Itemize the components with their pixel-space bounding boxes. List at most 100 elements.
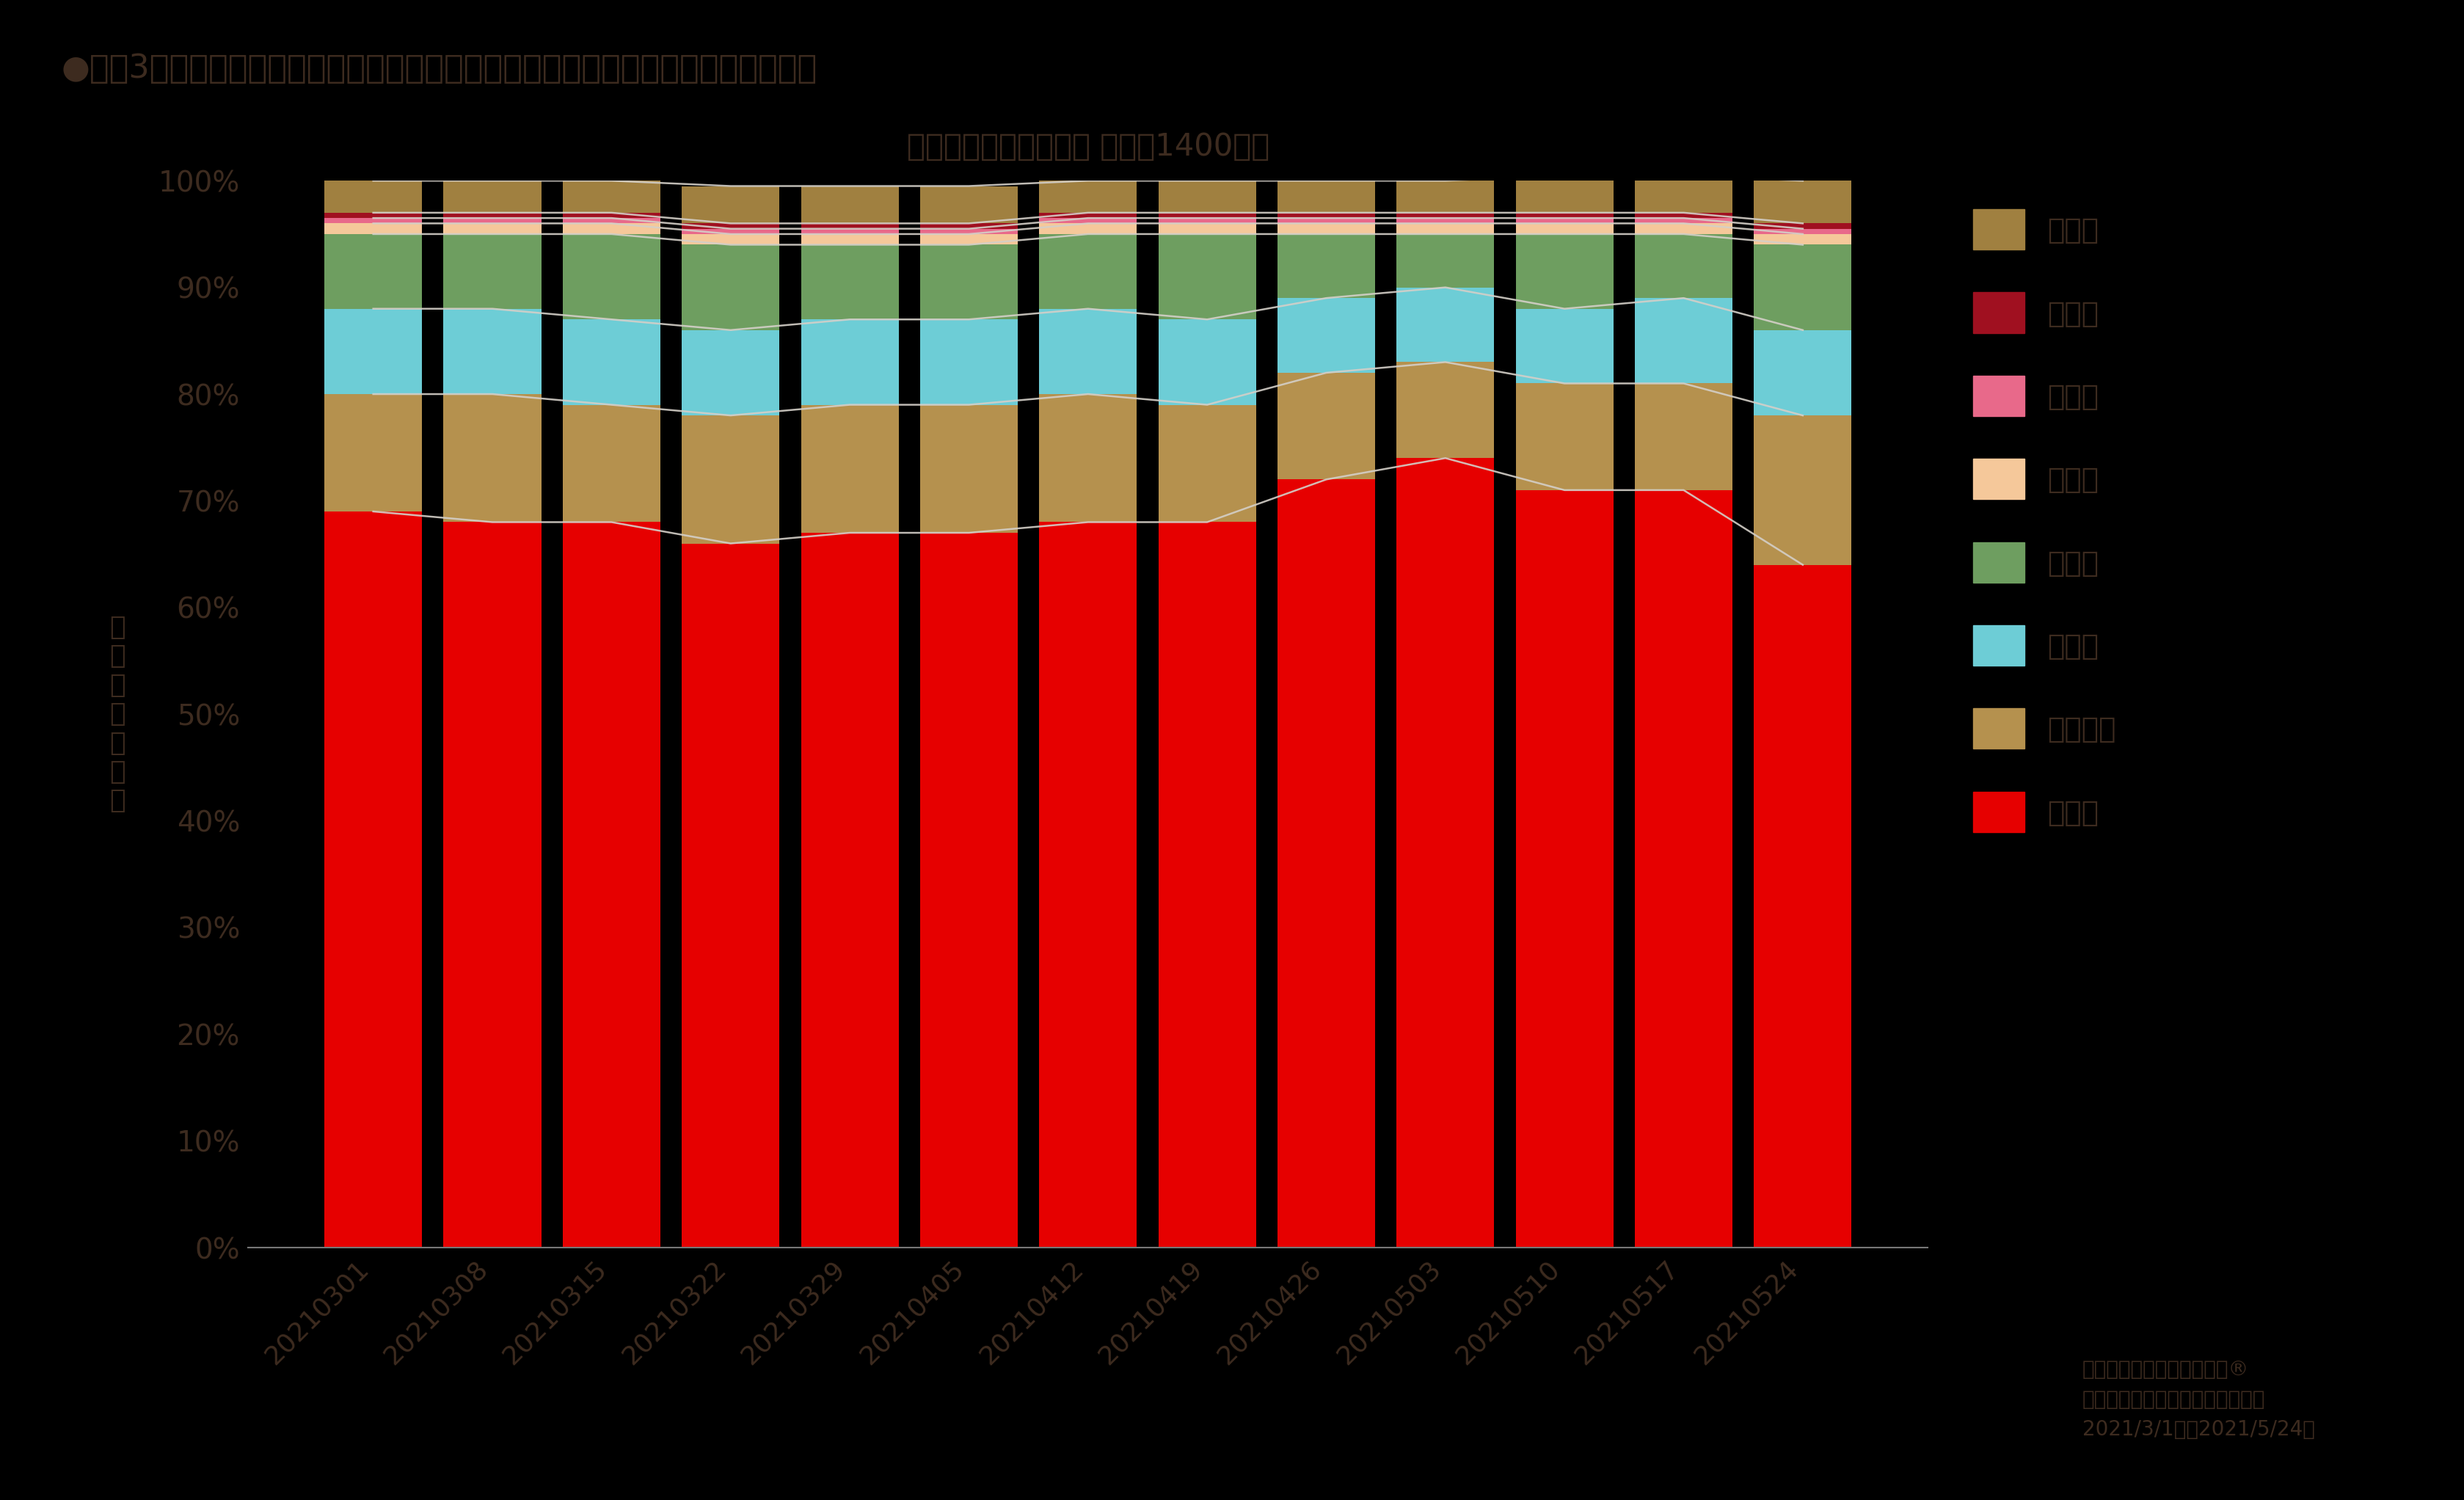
Bar	[683, 330, 779, 416]
Bar	[325, 213, 421, 218]
Bar	[1754, 224, 1850, 228]
Bar	[1158, 234, 1257, 320]
Bar	[1158, 218, 1257, 224]
Bar	[1040, 180, 1136, 213]
Bar	[1634, 234, 1732, 298]
Bar	[919, 405, 1018, 532]
Bar	[562, 180, 660, 213]
Bar	[444, 218, 542, 224]
Bar	[1040, 234, 1136, 309]
Bar	[1634, 218, 1732, 224]
Bar	[1040, 224, 1136, 234]
Bar	[444, 309, 542, 394]
Bar	[1754, 180, 1850, 224]
Bar	[562, 213, 660, 218]
Y-axis label: （
％
）
口
人
住
居: （ ％ ） 口 人 住 居	[108, 615, 126, 813]
Bar	[1515, 213, 1614, 218]
Bar	[1276, 224, 1375, 234]
Bar	[562, 405, 660, 522]
Bar	[919, 245, 1018, 320]
Bar	[1754, 234, 1850, 244]
Bar	[801, 234, 899, 244]
Bar	[325, 309, 421, 394]
Bar	[919, 532, 1018, 1248]
Bar	[1276, 180, 1375, 213]
Bar	[1158, 320, 1257, 405]
Bar	[1515, 234, 1614, 309]
Bar	[1397, 180, 1493, 213]
Bar	[1754, 330, 1850, 416]
Bar	[1397, 288, 1493, 362]
Bar	[1515, 218, 1614, 224]
Bar	[562, 522, 660, 1248]
Bar	[919, 224, 1018, 228]
Bar	[1515, 309, 1614, 384]
Bar	[919, 320, 1018, 405]
Bar	[444, 234, 542, 309]
Bar	[1634, 213, 1732, 218]
Bar	[1515, 491, 1614, 1248]
Bar	[1276, 213, 1375, 218]
Bar	[444, 213, 542, 218]
Bar	[562, 234, 660, 320]
Bar	[1634, 491, 1732, 1248]
Bar	[801, 245, 899, 320]
Bar	[325, 234, 421, 309]
Bar	[919, 228, 1018, 234]
Bar	[801, 224, 899, 228]
Bar	[801, 228, 899, 234]
Bar	[683, 416, 779, 543]
Bar	[801, 320, 899, 405]
Bar	[1754, 245, 1850, 330]
Bar	[1754, 416, 1850, 566]
Bar	[1634, 298, 1732, 384]
Bar	[1397, 362, 1493, 458]
Bar	[683, 228, 779, 234]
Bar	[325, 512, 421, 1248]
Bar	[1754, 228, 1850, 234]
Text: ●直近3ヶ月の休日　ヴィーナスフォート周辺（お台場）周辺人口居住地構成比推移: ●直近3ヶ月の休日 ヴィーナスフォート周辺（お台場）周辺人口居住地構成比推移	[62, 53, 818, 84]
Bar	[444, 394, 542, 522]
Bar	[1397, 218, 1493, 224]
Bar	[562, 224, 660, 234]
Bar	[1158, 522, 1257, 1248]
Bar	[683, 543, 779, 1248]
Bar	[1040, 218, 1136, 224]
Bar	[1158, 224, 1257, 234]
Bar	[444, 180, 542, 213]
Bar	[562, 320, 660, 405]
Bar	[1754, 566, 1850, 1248]
Bar	[1158, 213, 1257, 218]
Bar	[1515, 176, 1614, 213]
Bar	[325, 394, 421, 512]
Bar	[1040, 213, 1136, 218]
Legend: その他, 愛知県, 大阪府, 茨城県, 埼玉県, 千葉県, 神奈川県, 東京都: その他, 愛知県, 大阪府, 茨城県, 埼玉県, 千葉県, 神奈川県, 東京都	[1959, 195, 2131, 846]
Bar	[1397, 224, 1493, 234]
Bar	[1634, 384, 1732, 491]
Bar	[683, 234, 779, 244]
Bar	[919, 186, 1018, 224]
Bar	[1040, 522, 1136, 1248]
Bar	[1634, 176, 1732, 213]
Bar	[1040, 394, 1136, 522]
Bar	[1515, 224, 1614, 234]
Bar	[1276, 218, 1375, 224]
Bar	[1276, 234, 1375, 298]
Bar	[801, 532, 899, 1248]
Bar	[1276, 374, 1375, 480]
Bar	[1158, 405, 1257, 522]
Bar	[444, 224, 542, 234]
Bar	[325, 218, 421, 224]
Bar	[801, 186, 899, 224]
Bar	[919, 234, 1018, 244]
Bar	[325, 224, 421, 234]
Bar	[1276, 298, 1375, 374]
Bar	[1397, 213, 1493, 218]
Bar	[1397, 234, 1493, 288]
Bar	[683, 186, 779, 224]
Bar	[1634, 224, 1732, 234]
Bar	[683, 245, 779, 330]
Bar	[1515, 384, 1614, 491]
Text: データ：モバイル空間統計®
国内人口分布（リアルタイム版）
2021/3/1週～2021/5/24週: データ：モバイル空間統計® 国内人口分布（リアルタイム版） 2021/3/1週～…	[2082, 1359, 2314, 1440]
Bar	[562, 218, 660, 224]
